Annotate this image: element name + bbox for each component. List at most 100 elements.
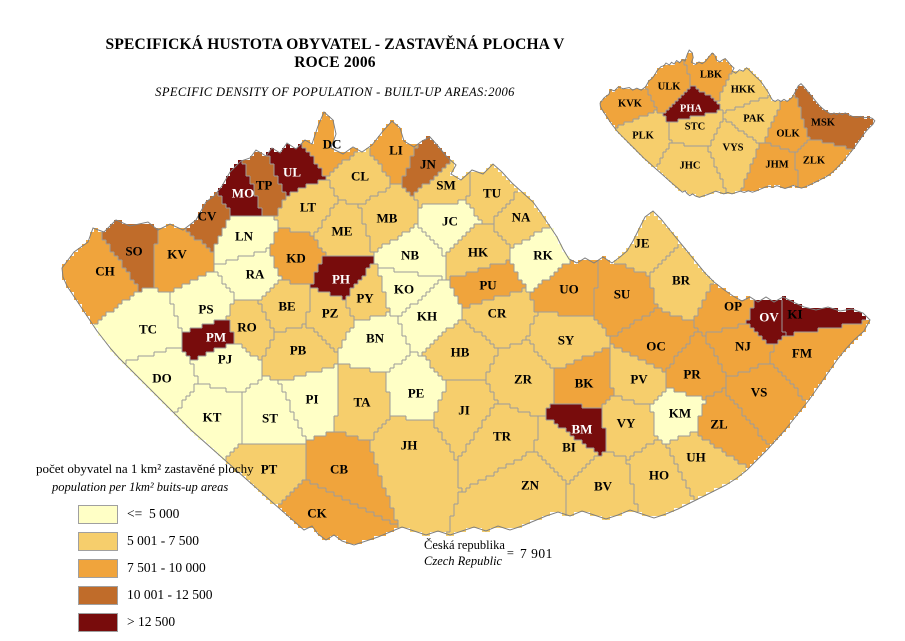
district-label-PM: PM bbox=[206, 330, 226, 345]
legend-swatch bbox=[78, 531, 118, 551]
district-label-PLK: PLK bbox=[632, 131, 654, 142]
legend-rows: <= 5 000 5 001 - 7 500 7 501 - 10 000 10 00… bbox=[78, 504, 296, 632]
district-label-PS: PS bbox=[198, 302, 213, 317]
district-label-ZLK: ZLK bbox=[803, 156, 826, 167]
district-label-HKK: HKK bbox=[731, 85, 756, 96]
district-borders bbox=[94, 144, 866, 533]
legend-swatch bbox=[78, 504, 118, 524]
country-outline bbox=[61, 111, 871, 546]
district-label-BN: BN bbox=[366, 331, 385, 346]
district-label-SO: SO bbox=[125, 244, 142, 259]
district-label-BR: BR bbox=[672, 273, 691, 288]
legend-heading-cs: počet obyvatel na 1 km² zastavěné plochy bbox=[36, 461, 254, 476]
legend-heading-en: population per 1km² buits-up areas bbox=[52, 480, 229, 494]
district-label-VY: VY bbox=[617, 416, 636, 431]
district-label-KV: KV bbox=[167, 247, 187, 262]
district-label-TU: TU bbox=[483, 186, 502, 201]
legend-row: > 12 500 bbox=[78, 612, 296, 632]
district-label-ZL: ZL bbox=[710, 417, 728, 432]
district-label-RA: RA bbox=[246, 267, 265, 282]
district-label-OP: OP bbox=[724, 299, 742, 314]
district-label-PH: PH bbox=[332, 272, 350, 287]
inset-regions-map: KVK ULK LBK HKK PHA STC PAK PLK VYS JHC OLK MSK JHM Z… bbox=[599, 49, 876, 198]
district-label-JC: JC bbox=[442, 214, 458, 229]
legend-row: <= 5 000 bbox=[78, 504, 296, 524]
title-block: SPECIFICKÁ HUSTOTA OBYVATEL - ZASTAVĚNÁ … bbox=[90, 36, 580, 100]
district-label-CR: CR bbox=[488, 306, 507, 321]
country-name-en: Czech Republic bbox=[424, 553, 503, 568]
district-label-PZ: PZ bbox=[322, 306, 339, 321]
district-label-UO: UO bbox=[559, 282, 579, 297]
district-label-LI: LI bbox=[389, 143, 403, 158]
district-class-fill bbox=[226, 148, 746, 536]
country-average-value: 7 901 bbox=[519, 545, 553, 561]
district-label-SU: SU bbox=[614, 287, 631, 302]
district-label-JH: JH bbox=[401, 438, 418, 453]
district-label-MO: MO bbox=[232, 186, 254, 201]
district-label-LBK: LBK bbox=[700, 70, 723, 81]
legend-label: 7 501 - 10 000 bbox=[127, 560, 206, 575]
district-label-BK: BK bbox=[575, 376, 595, 391]
district-label-CB: CB bbox=[330, 462, 348, 477]
legend: počet obyvatel na 1 km² zastavěné plochy… bbox=[36, 461, 296, 639]
district-label-PHA: PHA bbox=[680, 104, 703, 115]
country-average-note: Česká republika Czech Republic = 7 901 bbox=[424, 538, 553, 569]
district-class-fill bbox=[795, 86, 873, 149]
district-label-LT: LT bbox=[300, 200, 316, 215]
district-label-JHC: JHC bbox=[680, 161, 701, 172]
district-label-DC: DC bbox=[323, 137, 342, 152]
district-label-BE: BE bbox=[278, 299, 295, 314]
district-label-SY: SY bbox=[558, 333, 575, 348]
district-label-HK: HK bbox=[468, 245, 489, 260]
district-class-fill bbox=[62, 112, 870, 544]
district-label-OLK: OLK bbox=[776, 129, 800, 140]
district-label-PR: PR bbox=[683, 367, 701, 382]
district-label-PAK: PAK bbox=[743, 114, 765, 125]
district-label-CV: CV bbox=[198, 209, 217, 224]
district-label-BV: BV bbox=[594, 479, 613, 494]
legend-label: 10 001 - 12 500 bbox=[127, 587, 213, 602]
district-label-KI: KI bbox=[787, 307, 802, 322]
district-label-TP: TP bbox=[256, 178, 273, 193]
district-class-fill bbox=[102, 136, 450, 292]
district-label-NJ: NJ bbox=[735, 339, 751, 354]
district-label-HO: HO bbox=[649, 468, 669, 483]
district-label-VS: VS bbox=[751, 385, 768, 400]
district-label-PJ: PJ bbox=[218, 352, 233, 367]
country-outline bbox=[599, 49, 876, 198]
equals-sign: = bbox=[506, 546, 514, 561]
district-label-JI: JI bbox=[458, 403, 470, 418]
district-label-PI: PI bbox=[306, 392, 319, 407]
district-label-DO: DO bbox=[152, 371, 172, 386]
country-name-cs: Česká republika bbox=[424, 538, 505, 552]
district-label-PV: PV bbox=[630, 372, 648, 387]
district-label-PB: PB bbox=[290, 343, 307, 358]
legend-swatch bbox=[78, 585, 118, 605]
legend-swatch bbox=[78, 558, 118, 578]
district-label-NB: NB bbox=[401, 248, 419, 263]
district-label-RO: RO bbox=[237, 320, 257, 335]
district-label-ME: ME bbox=[332, 224, 353, 239]
district-label-UH: UH bbox=[686, 450, 706, 465]
legend-row: 7 501 - 10 000 bbox=[78, 558, 296, 578]
district-label-KVK: KVK bbox=[618, 99, 643, 110]
district-class-fill bbox=[615, 68, 780, 197]
legend-swatch bbox=[78, 612, 118, 632]
district-label-JE: JE bbox=[634, 236, 649, 251]
district-label-LN: LN bbox=[235, 229, 254, 244]
district-label-CH: CH bbox=[95, 264, 115, 279]
legend-label: > 12 500 bbox=[127, 614, 176, 629]
map-title: SPECIFICKÁ HUSTOTA OBYVATEL - ZASTAVĚNÁ … bbox=[105, 36, 565, 71]
district-label-UL: UL bbox=[283, 165, 301, 180]
legend-row: 5 001 - 7 500 bbox=[78, 531, 296, 551]
district-label-TR: TR bbox=[493, 429, 512, 444]
district-label-CK: CK bbox=[307, 506, 327, 521]
district-label-PE: PE bbox=[408, 386, 425, 401]
district-label-MSK: MSK bbox=[811, 118, 836, 129]
district-label-RK: RK bbox=[533, 248, 553, 263]
district-label-OC: OC bbox=[646, 339, 666, 354]
district-label-VYS: VYS bbox=[722, 143, 743, 154]
district-label-OV: OV bbox=[759, 310, 779, 325]
district-label-KO: KO bbox=[394, 282, 414, 297]
district-label-ST: ST bbox=[262, 411, 278, 426]
